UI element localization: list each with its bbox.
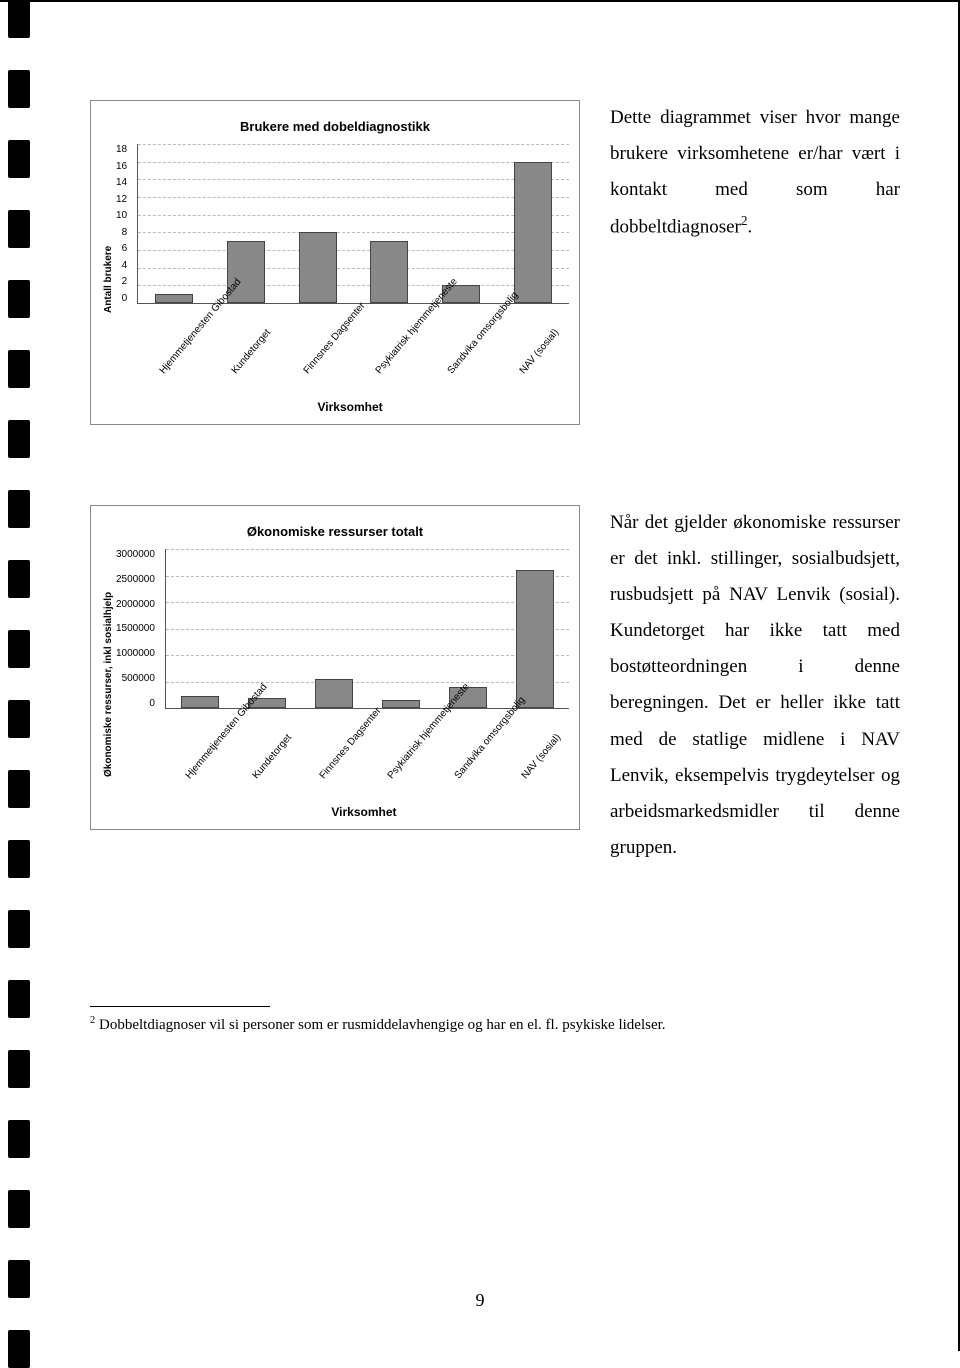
footnote-separator (90, 1006, 270, 1007)
bar (155, 294, 193, 303)
chart-1: Brukere med dobeldiagnostikk Antall bruk… (90, 100, 580, 425)
y-tick: 1500000 (116, 623, 155, 634)
binding-mark (8, 350, 30, 388)
desc-2-line: Det er heller ikke tatt med de statlige … (610, 692, 900, 857)
binding-mark (8, 1190, 30, 1228)
y-tick: 0 (116, 293, 127, 304)
y-tick: 0 (116, 698, 155, 709)
chart-2-bars (166, 549, 569, 708)
chart-2-y-ticks: 3000000 2500000 2000000 1500000 1000000 50000… (116, 549, 159, 709)
binding-mark (8, 70, 30, 108)
y-tick: 18 (116, 144, 127, 155)
y-tick: 500000 (116, 673, 155, 684)
footnote-number: 2 (90, 1015, 95, 1026)
chart-2-x-labels: Hjemmetjenesten GibostadKundetorgetFinns… (165, 715, 569, 795)
y-tick: 10 (116, 210, 127, 221)
bar (315, 679, 353, 708)
section-1: Brukere med dobeldiagnostikk Antall bruk… (90, 100, 900, 425)
y-tick: 12 (116, 194, 127, 205)
page-number: 9 (0, 1290, 960, 1311)
chart-1-plot (137, 144, 569, 304)
y-tick: 3000000 (116, 549, 155, 560)
chart-2: Økonomiske ressurser totalt Økonomiske r… (90, 505, 580, 830)
section-2: Økonomiske ressurser totalt Økonomiske r… (90, 505, 900, 866)
y-tick: 2000000 (116, 599, 155, 610)
chart-1-bars (138, 144, 569, 303)
binding-mark (8, 210, 30, 248)
binding-mark (8, 630, 30, 668)
chart-1-y-ticks: 18 16 14 12 10 8 6 4 2 0 (116, 144, 131, 304)
bar (516, 570, 554, 708)
bar (370, 241, 408, 303)
bar (299, 232, 337, 303)
chart-1-title: Brukere med dobeldiagnostikk (101, 119, 569, 134)
binding-mark (8, 1120, 30, 1158)
bar (514, 162, 552, 303)
desc-1: Dette diagrammet viser hvor mange bruker… (580, 100, 900, 246)
binding-mark (8, 980, 30, 1018)
chart-2-y-label: Økonomiske ressurser, inkl sosialhjelp (101, 549, 116, 819)
desc-2: Når det gjelder økonomiske ressurser er … (580, 505, 900, 866)
binding-mark (8, 770, 30, 808)
desc-1-footref: 2 (741, 213, 748, 228)
y-tick: 2 (116, 276, 127, 287)
binding-mark (8, 840, 30, 878)
binding-mark (8, 140, 30, 178)
page-content: Brukere med dobeldiagnostikk Antall bruk… (90, 100, 900, 1034)
y-tick: 1000000 (116, 648, 155, 659)
chart-1-y-label: Antall brukere (101, 144, 116, 414)
y-tick: 8 (116, 227, 127, 238)
binding-mark (8, 490, 30, 528)
bar (382, 700, 420, 708)
binding-mark (8, 700, 30, 738)
desc-1-text: Dette diagrammet viser hvor mange bruker… (610, 107, 900, 238)
footnote: 2 Dobbeltdiagnoser vil si personer som e… (90, 1015, 900, 1034)
chart-2-title: Økonomiske ressurser totalt (101, 524, 569, 539)
y-tick: 6 (116, 243, 127, 254)
chart-2-plot (165, 549, 569, 709)
binding-mark (8, 0, 30, 38)
binding-mark (8, 1330, 30, 1368)
y-tick: 2500000 (116, 574, 155, 585)
y-tick: 4 (116, 260, 127, 271)
binding-mark (8, 280, 30, 318)
y-tick: 14 (116, 177, 127, 188)
binding-mark (8, 910, 30, 948)
binding-mark (8, 420, 30, 458)
binding-marks (8, 0, 36, 1351)
footnote-text: Dobbeltdiagnoser vil si personer som er … (99, 1017, 666, 1033)
desc-2-line: Når det gjelder økonomiske ressurser er … (610, 512, 900, 605)
bar (181, 696, 219, 708)
y-tick: 16 (116, 161, 127, 172)
binding-mark (8, 1050, 30, 1088)
desc-1-period: . (748, 217, 753, 238)
binding-mark (8, 560, 30, 598)
chart-1-x-labels: Hjemmetjenesten GibostadKundetorgetFinns… (137, 310, 569, 390)
